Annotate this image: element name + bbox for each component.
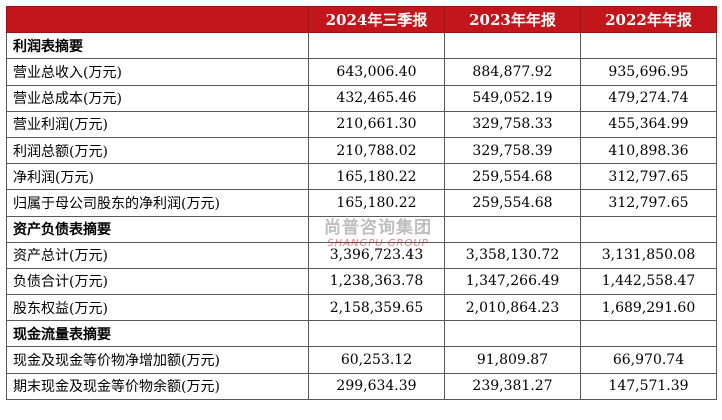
table-row: 期末现金及现金等价物余额(万元) 299,634.39 239,381.27 147,… xyxy=(6,372,717,400)
section-header-row: 利润表摘要 xyxy=(6,32,717,60)
value-2023-annual xyxy=(444,215,581,243)
value-2023-annual: 259,554.68 xyxy=(444,163,581,191)
value-2024-q3: 210,661.30 xyxy=(308,110,445,138)
value-2024-q3: 165,180.22 xyxy=(308,189,445,217)
table-row: 利润总额(万元) 210,788.02 329,758.39 410,898.36 xyxy=(6,136,717,165)
row-label: 现金及现金等价物净增加额(万元) xyxy=(6,346,309,374)
value-2022-annual xyxy=(580,215,717,243)
row-label: 负债合计(万元) xyxy=(6,267,309,296)
value-2024-q3: 432,465.46 xyxy=(308,84,445,112)
row-label: 净利润(万元) xyxy=(6,163,309,191)
header-2023-annual: 2023年年报 xyxy=(444,5,581,34)
section-title: 现金流量表摘要 xyxy=(6,320,309,348)
value-2022-annual xyxy=(580,320,717,348)
financial-summary-table: 2024年三季报 2023年年报 2022年年报 利润表摘要 营业总收入(万元) 6… xyxy=(6,5,717,400)
table-row: 净利润(万元) 165,180.22 259,554.68 312,797.65 xyxy=(6,163,717,191)
section-title: 资产负债表摘要 xyxy=(6,215,309,243)
value-2023-annual: 549,052.19 xyxy=(444,84,581,112)
section-header-row: 现金流量表摘要 xyxy=(6,320,717,348)
section-title: 利润表摘要 xyxy=(6,32,309,60)
value-2024-q3: 60,253.12 xyxy=(308,346,445,374)
header-blank-cell xyxy=(6,5,309,34)
value-2024-q3: 165,180.22 xyxy=(308,163,445,191)
value-2023-annual xyxy=(444,320,581,348)
table-row: 股东权益(万元) 2,158,359.65 2,010,864.23 1,689,29… xyxy=(6,294,717,322)
row-label: 营业总成本(万元) xyxy=(6,84,309,112)
value-2022-annual: 66,970.74 xyxy=(580,346,717,374)
value-2024-q3 xyxy=(308,215,445,243)
value-2022-annual: 3,131,850.08 xyxy=(580,241,717,269)
value-2023-annual: 259,554.68 xyxy=(444,189,581,217)
header-2024-q3: 2024年三季报 xyxy=(308,5,445,34)
value-2023-annual: 329,758.39 xyxy=(444,136,581,165)
value-2024-q3 xyxy=(308,32,445,60)
value-2024-q3: 299,634.39 xyxy=(308,372,445,400)
table-row: 营业总成本(万元) 432,465.46 549,052.19 479,274.74 xyxy=(6,84,717,112)
value-2024-q3 xyxy=(308,320,445,348)
row-label: 营业总收入(万元) xyxy=(6,58,309,86)
value-2023-annual: 1,347,266.49 xyxy=(444,267,581,296)
header-2022-annual: 2022年年报 xyxy=(580,5,717,34)
row-label: 利润总额(万元) xyxy=(6,136,309,165)
value-2022-annual: 410,898.36 xyxy=(580,136,717,165)
value-2022-annual: 1,442,558.47 xyxy=(580,267,717,296)
row-label: 期末现金及现金等价物余额(万元) xyxy=(6,372,309,400)
table-row: 现金及现金等价物净增加额(万元) 60,253.12 91,809.87 66,970… xyxy=(6,346,717,374)
value-2022-annual: 312,797.65 xyxy=(580,189,717,217)
financial-summary-container: 2024年三季报 2023年年报 2022年年报 利润表摘要 营业总收入(万元) 6… xyxy=(6,5,717,400)
value-2023-annual: 884,877.92 xyxy=(444,58,581,86)
table-row: 负债合计(万元) 1,238,363.78 1,347,266.49 1,442,55… xyxy=(6,267,717,296)
section-header-row: 资产负债表摘要 xyxy=(6,215,717,243)
value-2022-annual xyxy=(580,32,717,60)
table-row: 资产总计(万元) 3,396,723.43 3,358,130.72 3,131,85… xyxy=(6,241,717,269)
value-2024-q3: 643,006.40 xyxy=(308,58,445,86)
value-2024-q3: 1,238,363.78 xyxy=(308,267,445,296)
value-2023-annual: 239,381.27 xyxy=(444,372,581,400)
row-label: 资产总计(万元) xyxy=(6,241,309,269)
value-2022-annual: 479,274.74 xyxy=(580,84,717,112)
value-2022-annual: 1,689,291.60 xyxy=(580,294,717,322)
value-2023-annual: 2,010,864.23 xyxy=(444,294,581,322)
value-2024-q3: 3,396,723.43 xyxy=(308,241,445,269)
table-body: 利润表摘要 营业总收入(万元) 643,006.40 884,877.92 935,69… xyxy=(6,32,717,400)
value-2022-annual: 147,571.39 xyxy=(580,372,717,400)
table-row: 营业总收入(万元) 643,006.40 884,877.92 935,696.95 xyxy=(6,58,717,86)
value-2023-annual: 3,358,130.72 xyxy=(444,241,581,269)
value-2023-annual: 329,758.33 xyxy=(444,110,581,138)
value-2023-annual xyxy=(444,32,581,60)
row-label: 股东权益(万元) xyxy=(6,294,309,322)
value-2024-q3: 2,158,359.65 xyxy=(308,294,445,322)
header-row: 2024年三季报 2023年年报 2022年年报 xyxy=(6,5,717,34)
table-row: 归属于母公司股东的净利润(万元) 165,180.22 259,554.68 312,… xyxy=(6,189,717,217)
table-row: 营业利润(万元) 210,661.30 329,758.33 455,364.99 xyxy=(6,110,717,138)
row-label: 归属于母公司股东的净利润(万元) xyxy=(6,189,309,217)
value-2022-annual: 455,364.99 xyxy=(580,110,717,138)
value-2022-annual: 312,797.65 xyxy=(580,163,717,191)
value-2023-annual: 91,809.87 xyxy=(444,346,581,374)
value-2024-q3: 210,788.02 xyxy=(308,136,445,165)
row-label: 营业利润(万元) xyxy=(6,110,309,138)
table-header: 2024年三季报 2023年年报 2022年年报 xyxy=(6,5,717,34)
value-2022-annual: 935,696.95 xyxy=(580,58,717,86)
